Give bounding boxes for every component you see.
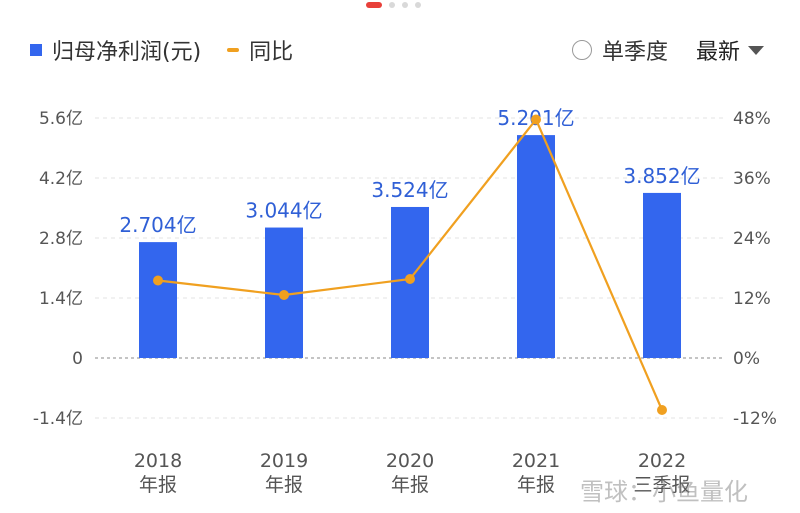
bar-data-label: 2.704亿	[119, 213, 196, 237]
right-axis-tick-label: -12%	[733, 409, 777, 429]
x-axis-tick-label: 年报	[391, 474, 429, 496]
page-dot[interactable]	[389, 2, 395, 8]
quarter-toggle-label: 单季度	[601, 40, 668, 65]
radio-circle-icon	[571, 40, 592, 60]
legend-label-yoy: 同比	[249, 40, 294, 65]
left-axis-tick-label: 5.6亿	[39, 109, 83, 129]
bar	[139, 242, 177, 358]
x-axis-tick-label: 2018	[134, 450, 182, 472]
x-axis-tick-label: 2022	[638, 450, 686, 472]
left-axis-tick-label: 4.2亿	[39, 169, 83, 189]
sort-dropdown[interactable]: 最新	[696, 34, 764, 66]
page-dot[interactable]	[402, 2, 408, 8]
caret-down-icon	[748, 45, 764, 55]
page-indicator	[366, 2, 421, 8]
x-axis-tick-label: 2021	[512, 450, 560, 472]
yoy-point	[657, 405, 667, 415]
x-axis-tick-label: 年报	[517, 474, 555, 496]
bar	[643, 192, 681, 358]
left-axis-tick-label: 2.8亿	[39, 229, 83, 249]
legend-label-net-profit: 归母净利润(元)	[52, 40, 202, 65]
yoy-point	[153, 275, 163, 286]
bar-data-label: 3.852亿	[623, 164, 700, 188]
chart-legend: 归母净利润(元) 同比	[30, 34, 319, 66]
legend-item-yoy[interactable]: 同比	[227, 34, 293, 66]
legend-item-net-profit[interactable]: 归母净利润(元)	[30, 34, 201, 66]
bar-data-label: 3.524亿	[371, 178, 448, 202]
x-axis-tick-label: 2019	[260, 450, 308, 472]
bar	[517, 135, 555, 358]
yoy-point	[405, 274, 415, 284]
x-axis-tick-label: 年报	[139, 474, 177, 496]
page-dot[interactable]	[415, 2, 421, 8]
x-axis-tick-label: 年报	[265, 474, 303, 496]
bar-swatch	[30, 44, 42, 56]
right-axis-tick-label: 0%	[733, 349, 760, 369]
bar-data-label: 3.044亿	[245, 199, 322, 223]
line-swatch	[227, 48, 240, 52]
right-axis-tick-label: 12%	[733, 289, 771, 309]
right-axis-tick-label: 24%	[733, 229, 771, 249]
quarter-toggle[interactable]: 单季度	[571, 34, 668, 66]
left-axis-tick-label: 1.4亿	[39, 289, 83, 309]
yoy-point	[279, 290, 289, 300]
left-axis-tick-label: 0	[72, 349, 83, 369]
right-axis-tick-label: 36%	[733, 169, 771, 189]
chart-controls: 单季度 最新	[571, 34, 764, 66]
sort-dropdown-label: 最新	[695, 40, 740, 65]
x-axis-tick-label: 三季报	[633, 474, 690, 496]
page-dot-active[interactable]	[366, 2, 382, 8]
yoy-point	[531, 114, 541, 125]
right-axis-tick-label: 48%	[733, 109, 771, 129]
watermark: 雪球：小鱼量化	[580, 478, 748, 506]
x-axis-tick-label: 2020	[386, 450, 434, 472]
left-axis-tick-label: -1.4亿	[33, 409, 83, 429]
